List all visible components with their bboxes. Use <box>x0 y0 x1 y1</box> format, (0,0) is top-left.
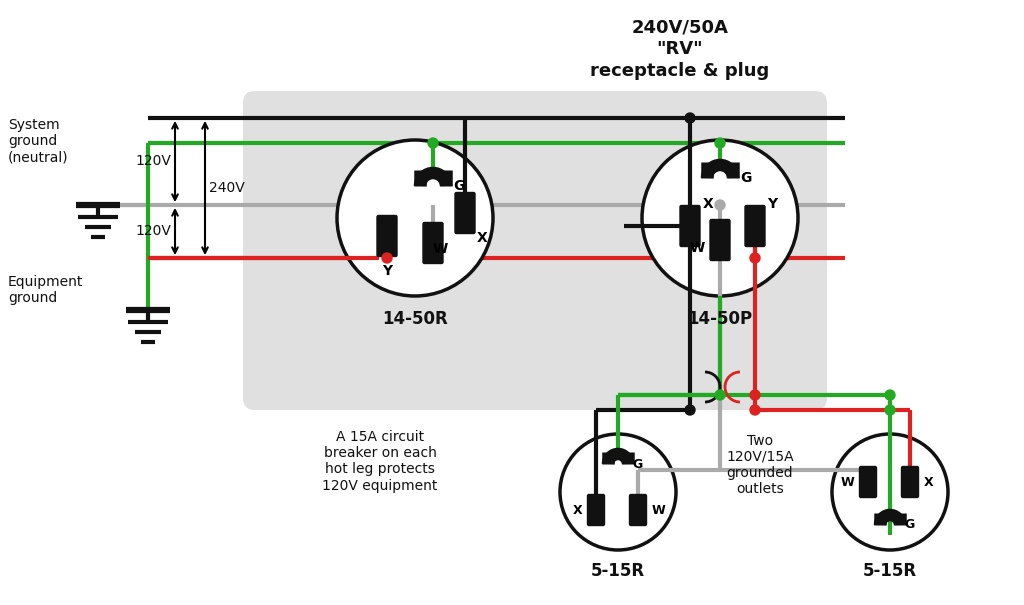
Text: W: W <box>652 503 666 517</box>
Text: 240V/50A: 240V/50A <box>632 18 728 36</box>
Circle shape <box>428 138 438 148</box>
FancyBboxPatch shape <box>455 192 475 234</box>
Text: Equipment
ground: Equipment ground <box>8 275 83 305</box>
Text: X: X <box>572 503 582 517</box>
Circle shape <box>685 405 695 415</box>
Circle shape <box>685 113 695 123</box>
Circle shape <box>715 390 725 400</box>
FancyBboxPatch shape <box>630 494 646 526</box>
FancyBboxPatch shape <box>901 466 919 497</box>
Circle shape <box>885 390 895 400</box>
Text: G: G <box>453 179 464 193</box>
Circle shape <box>750 390 760 400</box>
Text: G: G <box>904 518 914 532</box>
Text: 14-50R: 14-50R <box>382 310 447 328</box>
Text: X: X <box>703 197 714 211</box>
FancyBboxPatch shape <box>588 494 604 526</box>
Text: G: G <box>632 457 642 471</box>
FancyBboxPatch shape <box>423 223 443 264</box>
Circle shape <box>750 253 760 263</box>
FancyBboxPatch shape <box>745 206 765 246</box>
Text: G: G <box>740 171 752 185</box>
Text: Y: Y <box>767 197 777 211</box>
Circle shape <box>560 434 676 550</box>
Text: 120V: 120V <box>135 224 171 238</box>
Circle shape <box>885 405 895 415</box>
Text: receptacle & plug: receptacle & plug <box>591 62 770 80</box>
Text: 14-50P: 14-50P <box>687 310 753 328</box>
FancyBboxPatch shape <box>710 220 730 261</box>
Text: System
ground
(neutral): System ground (neutral) <box>8 118 69 165</box>
Text: Two
120V/15A
grounded
outlets: Two 120V/15A grounded outlets <box>726 434 794 496</box>
Text: Y: Y <box>382 264 392 278</box>
Circle shape <box>337 140 493 296</box>
Circle shape <box>642 140 798 296</box>
FancyBboxPatch shape <box>859 466 877 497</box>
Text: 5-15R: 5-15R <box>591 562 645 580</box>
Circle shape <box>715 138 725 148</box>
Text: A 15A circuit
breaker on each
hot leg protects
120V equipment: A 15A circuit breaker on each hot leg pr… <box>323 430 437 492</box>
FancyBboxPatch shape <box>243 91 827 410</box>
Circle shape <box>382 253 392 263</box>
FancyBboxPatch shape <box>680 206 700 246</box>
Text: X: X <box>477 231 487 245</box>
FancyBboxPatch shape <box>377 215 397 257</box>
Circle shape <box>750 405 760 415</box>
Text: X: X <box>924 476 934 488</box>
Text: 240V: 240V <box>209 181 245 195</box>
Text: W: W <box>690 241 705 255</box>
Text: "RV": "RV" <box>656 40 703 58</box>
Text: 120V: 120V <box>135 154 171 168</box>
Text: W: W <box>841 476 854 488</box>
Text: 5-15R: 5-15R <box>863 562 918 580</box>
Circle shape <box>831 434 948 550</box>
Text: W: W <box>433 242 449 256</box>
Circle shape <box>715 200 725 210</box>
